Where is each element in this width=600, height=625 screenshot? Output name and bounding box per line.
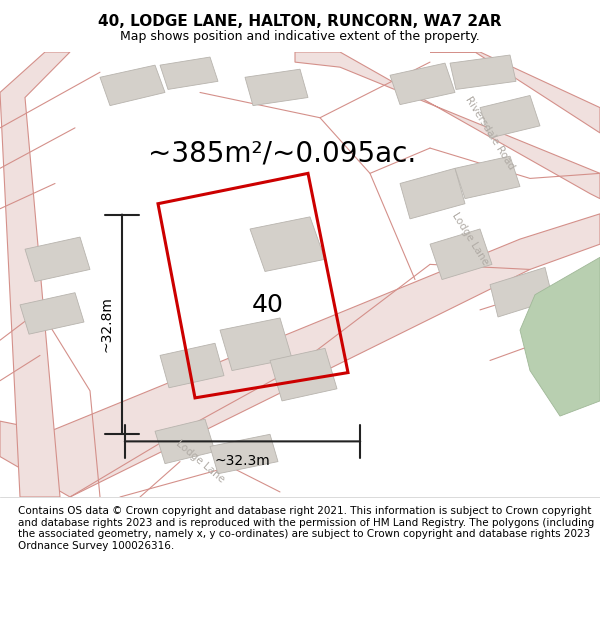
Polygon shape <box>430 229 492 279</box>
Polygon shape <box>245 69 308 106</box>
Text: ~385m²/~0.095ac.: ~385m²/~0.095ac. <box>148 139 416 167</box>
Text: Lodge Lane: Lodge Lane <box>174 439 226 485</box>
Polygon shape <box>210 434 278 474</box>
Text: 40, LODGE LANE, HALTON, RUNCORN, WA7 2AR: 40, LODGE LANE, HALTON, RUNCORN, WA7 2AR <box>98 14 502 29</box>
Polygon shape <box>480 96 540 138</box>
Polygon shape <box>0 52 70 497</box>
Polygon shape <box>160 343 224 388</box>
Text: Contains OS data © Crown copyright and database right 2021. This information is : Contains OS data © Crown copyright and d… <box>18 506 594 551</box>
Polygon shape <box>430 52 600 133</box>
Polygon shape <box>390 63 455 104</box>
Polygon shape <box>100 65 165 106</box>
Polygon shape <box>520 258 600 416</box>
Polygon shape <box>25 237 90 282</box>
Polygon shape <box>455 156 520 199</box>
Polygon shape <box>0 214 600 497</box>
Polygon shape <box>250 217 325 271</box>
Polygon shape <box>220 318 292 371</box>
Text: Map shows position and indicative extent of the property.: Map shows position and indicative extent… <box>120 30 480 43</box>
Text: 40: 40 <box>252 293 284 317</box>
Polygon shape <box>160 57 218 89</box>
Polygon shape <box>270 348 337 401</box>
Polygon shape <box>295 52 600 199</box>
Text: Riversdale Road: Riversdale Road <box>463 94 517 171</box>
Polygon shape <box>155 419 215 464</box>
Polygon shape <box>490 268 553 317</box>
Text: ~32.3m: ~32.3m <box>215 454 271 468</box>
Text: ~32.8m: ~32.8m <box>100 296 114 352</box>
Polygon shape <box>450 55 516 89</box>
Polygon shape <box>20 292 84 334</box>
Text: Lodge Lane: Lodge Lane <box>450 211 490 268</box>
Polygon shape <box>400 168 465 219</box>
